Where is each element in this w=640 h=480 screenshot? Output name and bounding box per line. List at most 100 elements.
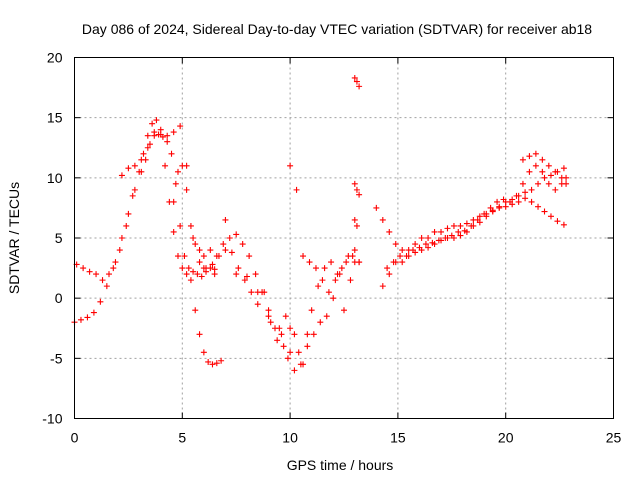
grid-lines bbox=[74, 57, 614, 419]
data-point bbox=[470, 222, 477, 229]
data-point bbox=[265, 313, 272, 320]
series-track-i bbox=[384, 162, 570, 272]
data-point bbox=[265, 307, 272, 314]
y-axis-label: SDTVAR / TECUs bbox=[6, 182, 22, 294]
data-point bbox=[207, 247, 214, 254]
data-point bbox=[351, 180, 358, 187]
data-point bbox=[356, 191, 363, 198]
data-point bbox=[276, 325, 283, 332]
data-point bbox=[457, 222, 464, 229]
data-point bbox=[97, 298, 104, 305]
data-point bbox=[287, 325, 294, 332]
data-point bbox=[222, 247, 229, 254]
data-point bbox=[159, 133, 166, 140]
data-point bbox=[351, 216, 358, 223]
data-point bbox=[558, 174, 565, 181]
data-point bbox=[284, 355, 291, 362]
data-point bbox=[535, 203, 542, 210]
data-point bbox=[179, 265, 186, 272]
data-point bbox=[397, 253, 404, 260]
data-point bbox=[181, 253, 188, 260]
data-point bbox=[183, 186, 190, 193]
data-point bbox=[386, 228, 393, 235]
data-point bbox=[541, 174, 548, 181]
data-point bbox=[90, 309, 97, 316]
data-point bbox=[149, 120, 156, 127]
data-point bbox=[300, 253, 307, 260]
data-point bbox=[547, 172, 554, 179]
data-point bbox=[252, 271, 259, 278]
data-point bbox=[233, 231, 240, 238]
data-point bbox=[513, 192, 520, 199]
data-point bbox=[522, 189, 529, 196]
data-point bbox=[321, 265, 328, 272]
data-point bbox=[84, 314, 91, 321]
data-point bbox=[129, 192, 136, 199]
data-point bbox=[384, 265, 391, 272]
data-point bbox=[233, 271, 240, 278]
data-point bbox=[308, 307, 315, 314]
data-point bbox=[177, 123, 184, 130]
data-point bbox=[545, 162, 552, 169]
data-point bbox=[476, 213, 483, 220]
data-point bbox=[450, 235, 457, 241]
data-point bbox=[300, 361, 307, 368]
data-point bbox=[172, 180, 179, 187]
data-point bbox=[351, 74, 358, 81]
data-point bbox=[535, 180, 542, 187]
data-point bbox=[444, 235, 451, 241]
data-point bbox=[319, 277, 326, 284]
data-point bbox=[563, 180, 570, 187]
data-point bbox=[144, 132, 151, 139]
data-point bbox=[131, 162, 138, 169]
data-point bbox=[345, 253, 352, 260]
y-tick-label: 10 bbox=[47, 170, 63, 186]
x-tick-label: 20 bbox=[498, 430, 514, 446]
data-point bbox=[243, 273, 250, 280]
data-point bbox=[287, 162, 294, 169]
data-point bbox=[422, 241, 429, 248]
series-track-k bbox=[519, 150, 570, 187]
series-track-a bbox=[71, 117, 225, 368]
data-point bbox=[123, 222, 130, 229]
data-point bbox=[241, 277, 248, 284]
data-point bbox=[431, 228, 438, 235]
data-point bbox=[528, 198, 535, 205]
data-point bbox=[140, 150, 147, 157]
data-point bbox=[155, 131, 162, 138]
x-tick-label: 10 bbox=[282, 430, 298, 446]
data-point bbox=[153, 117, 160, 124]
y-tick-label: 0 bbox=[55, 290, 63, 306]
data-point bbox=[246, 253, 253, 260]
data-point bbox=[332, 277, 339, 284]
data-point bbox=[341, 307, 347, 314]
data-point bbox=[353, 186, 360, 193]
y-tick-label: 5 bbox=[55, 230, 63, 246]
data-point bbox=[190, 268, 197, 275]
data-point bbox=[317, 319, 324, 326]
data-point bbox=[418, 235, 425, 241]
axis-ticks: 0 5 10 15 20 25 -10 -5 0 5 10 15 20 bbox=[42, 50, 621, 446]
data-point bbox=[509, 201, 516, 208]
data-point bbox=[450, 222, 457, 229]
data-point bbox=[295, 349, 302, 356]
data-point bbox=[519, 156, 526, 163]
x-axis-label: GPS time / hours bbox=[287, 457, 394, 473]
data-point bbox=[146, 141, 153, 148]
data-point bbox=[144, 144, 151, 151]
data-point bbox=[291, 367, 298, 374]
data-point bbox=[532, 150, 539, 157]
data-point bbox=[131, 186, 138, 193]
data-point bbox=[235, 265, 242, 272]
series-track-j bbox=[379, 195, 567, 290]
data-point bbox=[455, 228, 462, 235]
data-point bbox=[282, 313, 289, 320]
data-point bbox=[418, 247, 425, 254]
data-point bbox=[519, 180, 526, 187]
data-point bbox=[164, 138, 171, 145]
data-point bbox=[287, 349, 294, 356]
data-point bbox=[86, 268, 93, 275]
data-point bbox=[343, 259, 350, 266]
data-point bbox=[338, 265, 345, 272]
